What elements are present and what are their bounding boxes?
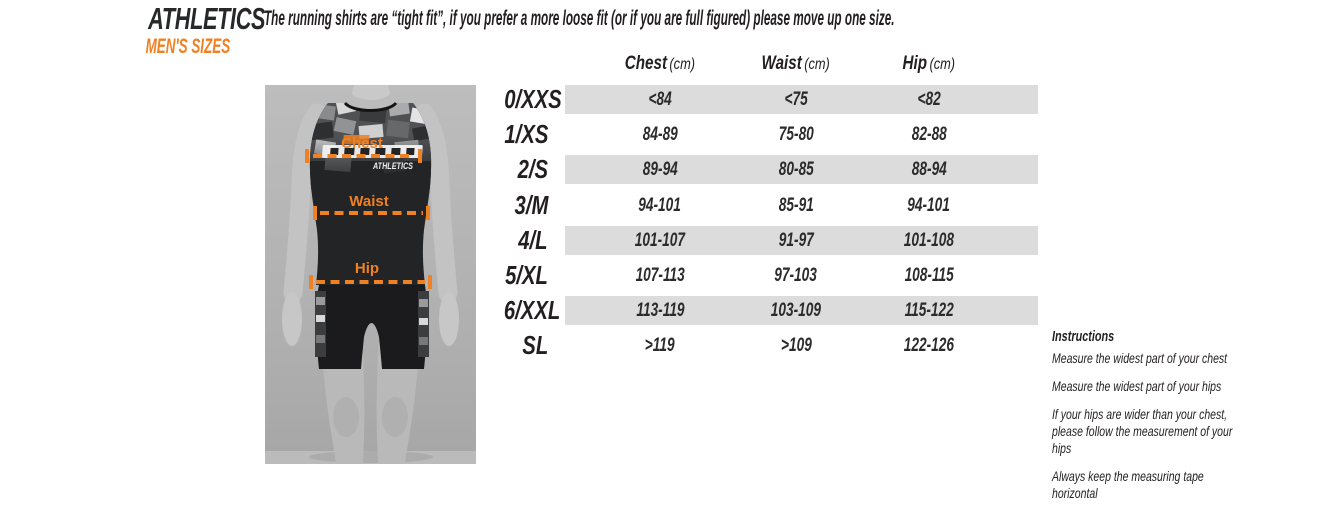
hip-value: 122-126 xyxy=(903,335,955,357)
shorts-side-camo xyxy=(315,291,429,357)
waist-value: 97-103 xyxy=(774,264,818,286)
size-label: 6/XXL xyxy=(503,295,561,326)
table-row: 5/XL 107-113 97-103 108-115 xyxy=(488,259,1038,296)
chest-measure-label: Chest xyxy=(341,135,383,152)
waist-value: 75-80 xyxy=(778,124,814,146)
chest-value: 94-101 xyxy=(638,194,682,216)
hip-measure-label: Hip xyxy=(355,260,379,277)
waist-value: 91-97 xyxy=(778,229,814,251)
instructions-panel: Instructions Measure the widest part of … xyxy=(1052,329,1312,513)
waist-measurement: Waist xyxy=(313,193,430,220)
size-label: 1/XS xyxy=(504,119,548,150)
brand-subtitle: MEN'S SIZES xyxy=(145,35,231,58)
instruction-item: If your hips are wider than your chest, … xyxy=(1052,406,1233,456)
chest-value: 113-119 xyxy=(635,300,685,322)
waist-measure-label: Waist xyxy=(349,193,388,210)
row-stripe xyxy=(565,85,1038,114)
chest-value: 101-107 xyxy=(634,229,686,251)
waist-value: 80-85 xyxy=(778,159,814,181)
table-row: 3/M 94-101 85-91 94-101 xyxy=(488,189,1038,226)
chest-value: <84 xyxy=(648,89,672,110)
size-label: SL xyxy=(522,330,548,361)
floor-shadow xyxy=(309,451,433,463)
table-header: Chest (cm) Waist (cm) Hip (cm) xyxy=(488,52,1038,76)
chest-measurement: Chest xyxy=(305,135,422,163)
instruction-item: Measure the widest part of your chest xyxy=(1052,350,1228,366)
chest-value: 107-113 xyxy=(635,264,685,286)
hip-value: 115-122 xyxy=(904,300,954,322)
hip-value: 94-101 xyxy=(907,194,951,216)
left-hand xyxy=(282,292,302,346)
instruction-item: Measure the widest part of your hips xyxy=(1052,378,1222,394)
floor-strip xyxy=(265,451,476,464)
tank-top: ATHLETICS xyxy=(309,101,432,285)
column-header-chest: Chest (cm) xyxy=(624,53,696,74)
size-table: 0/XXS <84 <75 <82 1/XS 84-89 75-80 82-88… xyxy=(488,85,1038,367)
table-row: 4/L 101-107 91-97 101-108 xyxy=(488,224,1038,261)
waist-value: 103-109 xyxy=(770,300,822,322)
collar xyxy=(343,101,398,112)
legs xyxy=(321,340,420,464)
column-header-hip: Hip (cm) xyxy=(902,53,956,74)
size-label: 3/M xyxy=(514,189,548,220)
waist-value: 85-91 xyxy=(778,194,814,216)
intro-text: The running shirts are “tight fit”, if y… xyxy=(264,7,895,30)
instruction-item: Always keep the measuring tape horizonta… xyxy=(1052,468,1204,501)
shorts xyxy=(315,285,429,369)
model-figure-illustration: ATHLETICS Chest xyxy=(265,85,476,464)
row-stripe xyxy=(565,296,1038,326)
size-label: 0/XXS xyxy=(504,84,562,114)
hip-value: 82-88 xyxy=(911,124,947,146)
size-guide-page: ATHLETICS MEN'S SIZES The running shirts… xyxy=(98,1,1233,502)
waist-value: <75 xyxy=(784,89,808,110)
hip-measurement: Hip xyxy=(309,260,432,289)
arms xyxy=(282,103,459,346)
neck xyxy=(352,85,390,100)
row-stripe xyxy=(565,225,1038,255)
table-row: 6/XXL 113-119 103-109 115-122 xyxy=(488,296,1038,331)
model-photo: ATHLETICS Chest xyxy=(265,85,476,464)
chest-value: 84-89 xyxy=(642,124,678,146)
waist-value: >109 xyxy=(780,335,812,357)
size-label: 4/L xyxy=(518,224,548,255)
hip-value: 88-94 xyxy=(911,159,947,181)
size-label: 5/XL xyxy=(505,259,548,290)
row-stripe xyxy=(565,155,1038,185)
column-header-waist: Waist (cm) xyxy=(761,53,831,74)
brand-logo: ATHLETICS MEN'S SIZES xyxy=(98,1,266,58)
right-hand xyxy=(439,292,459,346)
hip-value: 108-115 xyxy=(904,264,954,286)
size-label: 2/S xyxy=(517,154,548,185)
table-row: 2/S 89-94 80-85 88-94 xyxy=(488,155,1038,190)
table-row: SL >119 >109 122-126 xyxy=(488,331,1038,366)
table-row: 0/XXS <84 <75 <82 xyxy=(488,85,1038,120)
hip-value: <82 xyxy=(917,89,941,110)
instructions-title: Instructions xyxy=(1052,329,1115,345)
brand-title: ATHLETICS xyxy=(148,1,266,36)
table-row: 1/XS 84-89 75-80 82-88 xyxy=(488,120,1038,155)
shirt-logo-text: ATHLETICS xyxy=(372,161,413,171)
chest-value: 89-94 xyxy=(642,159,678,181)
hip-value: 101-108 xyxy=(903,229,955,251)
chest-value: >119 xyxy=(645,335,675,357)
